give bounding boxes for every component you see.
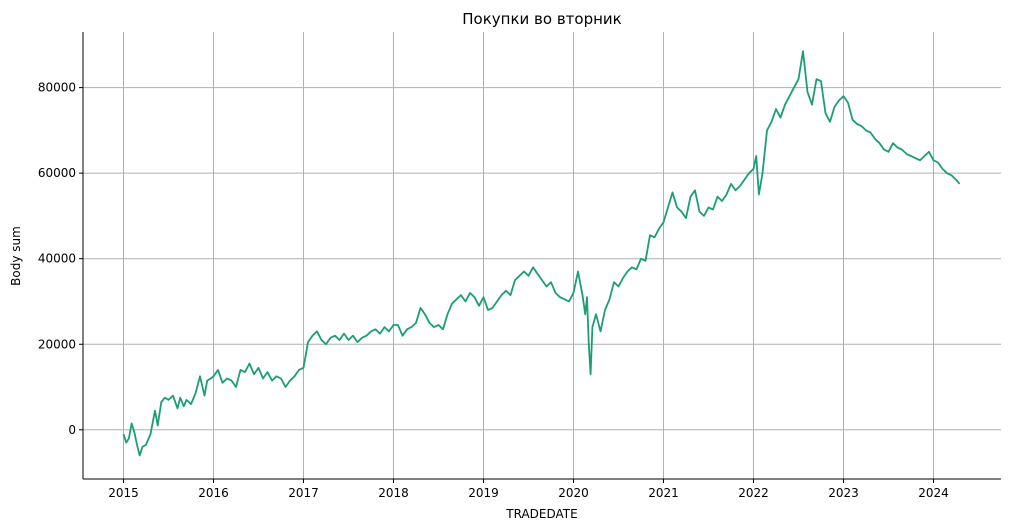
- x-tick-label: 2019: [468, 486, 499, 500]
- x-axis-label: TRADEDATE: [505, 507, 577, 521]
- chart-title: Покупки во вторник: [462, 10, 621, 28]
- x-tick-label: 2023: [828, 486, 859, 500]
- x-tick-label: 2021: [648, 486, 679, 500]
- y-tick-label: 0: [68, 423, 76, 437]
- y-tick-label: 40000: [38, 252, 76, 266]
- y-gridlines: [83, 87, 1001, 431]
- y-tick-label: 80000: [38, 81, 76, 95]
- x-axis-ticks: 2015 2016 2017 2018 2019 2020 2021 2022 2023 2024: [108, 479, 949, 500]
- x-tick-label: 2024: [918, 486, 949, 500]
- series-line: [122, 50, 961, 457]
- y-axis-label: Body sum: [9, 226, 23, 286]
- y-tick-label: 60000: [38, 166, 76, 180]
- y-tick-label: 20000: [38, 337, 76, 351]
- x-tick-label: 2015: [108, 486, 139, 500]
- x-tick-label: 2022: [738, 486, 769, 500]
- x-tick-label: 2017: [288, 486, 319, 500]
- y-axis-ticks: 0 20000 40000 60000 80000: [38, 81, 83, 437]
- x-tick-label: 2016: [198, 486, 229, 500]
- x-tick-label: 2020: [558, 486, 589, 500]
- x-tick-label: 2018: [378, 486, 409, 500]
- x-gridlines: [123, 32, 934, 479]
